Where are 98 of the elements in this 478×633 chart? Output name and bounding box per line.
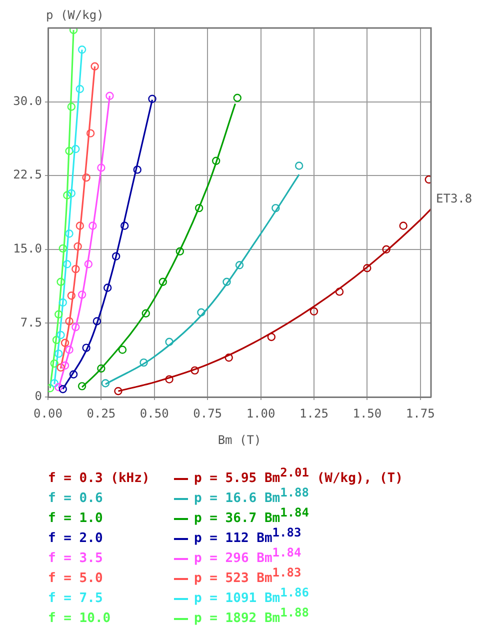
x-tick-label: 1.50	[352, 406, 382, 420]
point	[194, 204, 204, 212]
point	[112, 252, 120, 260]
point	[60, 361, 70, 370]
point	[56, 278, 65, 286]
point	[72, 144, 80, 154]
point	[72, 323, 80, 332]
y-tick-label: 30.0	[13, 94, 42, 108]
point	[63, 260, 72, 268]
point	[54, 350, 63, 358]
x-tick-label: 0.75	[193, 406, 222, 420]
point	[78, 382, 86, 390]
point	[294, 162, 304, 170]
point	[88, 222, 97, 230]
point	[120, 222, 129, 230]
point	[142, 309, 150, 318]
point	[78, 46, 86, 54]
point	[335, 288, 344, 296]
point	[67, 292, 76, 300]
point	[60, 338, 70, 347]
point	[310, 307, 318, 316]
x-tick-label: 1.25	[300, 406, 328, 420]
text: f = 7.5	[48, 591, 103, 606]
point	[233, 94, 242, 102]
point	[197, 308, 206, 316]
point	[54, 383, 63, 392]
point	[118, 346, 127, 354]
point	[63, 191, 72, 200]
text: ET3.8	[436, 192, 472, 206]
y-tick-label: 22.5	[13, 168, 42, 182]
point	[65, 230, 74, 238]
point	[114, 386, 122, 396]
point	[97, 164, 106, 172]
point	[67, 189, 76, 198]
point	[54, 310, 63, 318]
text: f = 10.0	[48, 611, 111, 626]
x-tick-label: 1.75	[406, 406, 435, 420]
y-tick-label: 7.5	[20, 315, 42, 330]
point	[158, 278, 167, 286]
point	[56, 363, 65, 372]
point	[78, 290, 86, 299]
point	[65, 317, 74, 326]
point	[140, 358, 148, 367]
point	[101, 379, 110, 388]
point	[399, 222, 408, 230]
text: f = 5.0	[48, 571, 103, 586]
point	[212, 156, 220, 165]
point	[165, 375, 174, 384]
point	[76, 84, 84, 94]
point	[65, 146, 74, 156]
y-axis-title: p (W/kg)	[46, 8, 104, 22]
point	[222, 278, 231, 286]
point	[165, 338, 174, 346]
y-tick-label: 15.0	[13, 242, 42, 256]
point	[67, 102, 76, 111]
y-tick-label: 0	[34, 389, 42, 404]
point	[58, 385, 67, 394]
x-tick-label: 0.00	[34, 406, 62, 420]
text: f = 1.0	[48, 511, 103, 526]
point	[148, 94, 156, 103]
x-tick-label: 1.00	[246, 406, 276, 420]
text: f = 0.6	[48, 491, 103, 506]
point	[69, 28, 78, 34]
x-axis-title: Bm (T)	[218, 432, 262, 447]
point	[92, 317, 102, 326]
point	[82, 173, 90, 182]
point	[82, 344, 90, 352]
point	[50, 379, 58, 388]
point	[50, 359, 58, 368]
x-tick-label: 0.50	[140, 406, 169, 420]
point	[235, 261, 244, 270]
point	[90, 62, 99, 70]
point	[103, 284, 112, 292]
point	[72, 264, 80, 274]
point	[76, 222, 84, 230]
point	[58, 244, 67, 253]
point	[56, 330, 65, 340]
text: f = 3.5	[48, 551, 103, 566]
point	[176, 247, 184, 256]
point	[74, 242, 82, 251]
point	[224, 354, 233, 362]
point	[97, 364, 106, 373]
text: f = 2.0	[48, 531, 103, 546]
point	[382, 245, 390, 254]
point	[84, 260, 93, 268]
point	[272, 204, 280, 212]
point	[190, 366, 199, 375]
x-tick-label: 0.25	[86, 406, 116, 420]
point	[133, 166, 142, 174]
point	[267, 332, 276, 342]
point	[69, 370, 78, 378]
text: f = 0.3 (kHz)	[48, 471, 150, 486]
point	[65, 346, 74, 354]
point	[363, 264, 372, 272]
point	[58, 298, 67, 307]
point	[86, 129, 95, 138]
point	[52, 336, 61, 344]
point	[106, 92, 114, 100]
